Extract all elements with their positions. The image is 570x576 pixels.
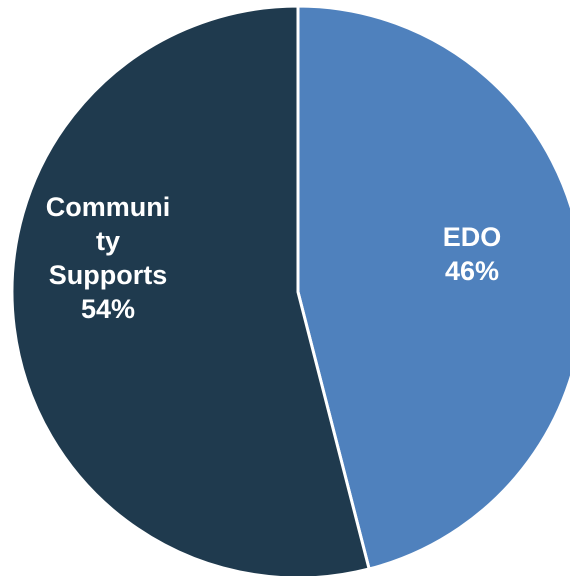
pie-label-line: ty (96, 226, 120, 256)
pie-label-line: EDO (443, 222, 502, 252)
pie-label-line: Communi (46, 192, 171, 222)
pie-label-edo: EDO 46% (443, 222, 502, 286)
pie-label-line: Supports (49, 260, 168, 290)
pie-label-community-supports: Communi ty Supports 54% (46, 192, 171, 324)
pie-slice-edo (296, 4, 570, 571)
pie-slice-community-supports (10, 4, 371, 576)
pie-slices (10, 4, 570, 576)
pie-label-line: 46% (445, 256, 499, 286)
pie-label-line: 54% (81, 294, 135, 324)
pie-labels: EDO 46% Communi ty Supports 54% (46, 192, 502, 324)
